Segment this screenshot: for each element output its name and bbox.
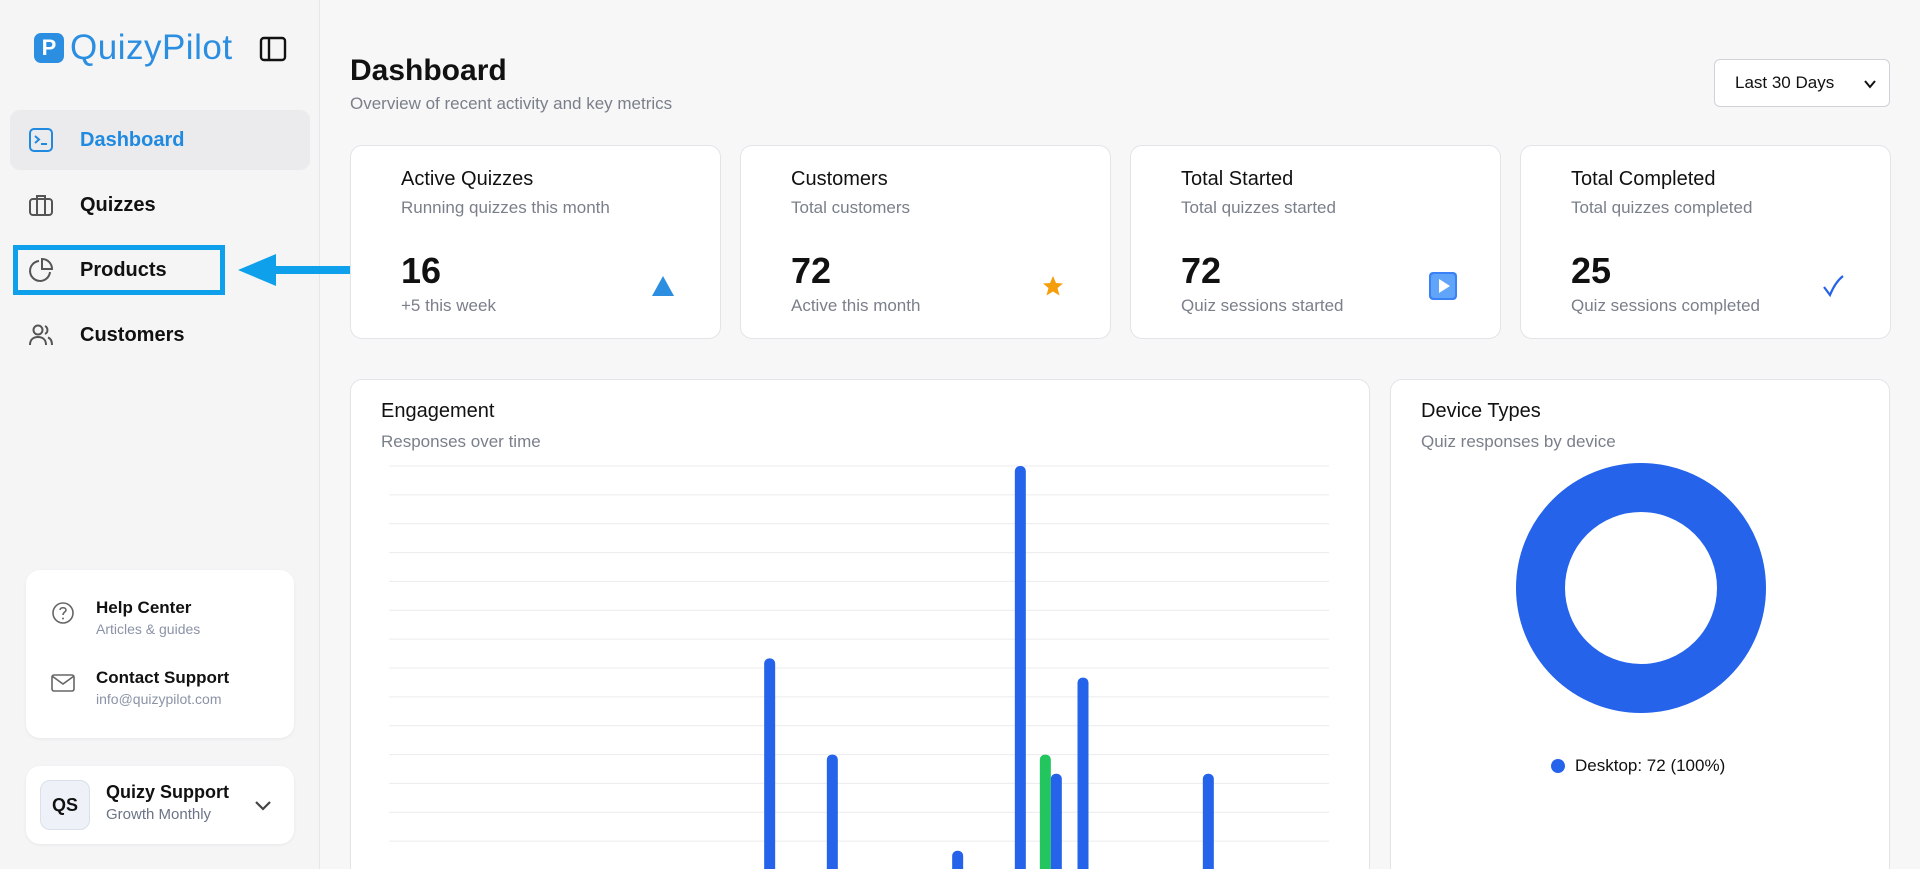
legend-label: Desktop: 72 (100%) <box>1575 756 1726 775</box>
sidebar: P QuizyPilot Dashboard Quizzes Products <box>0 0 320 869</box>
device-legend: Desktop: 72 (100%) <box>1551 756 1725 776</box>
bar[interactable] <box>952 850 964 869</box>
stat-value: 16 <box>401 250 442 291</box>
engagement-panel: Engagement Responses over time <box>350 379 1370 869</box>
contact-support-title: Contact Support <box>96 668 230 687</box>
checkmark-icon <box>1817 270 1849 302</box>
user-name: Quizy Support <box>106 782 229 802</box>
logo-mark: P <box>34 33 64 63</box>
stat-value: 72 <box>791 250 832 291</box>
stat-card-active-quizzes: Active Quizzes Running quizzes this mont… <box>350 145 721 339</box>
bar[interactable] <box>1202 773 1214 869</box>
sidebar-item-label: Quizzes <box>80 193 156 216</box>
chevron-down-icon <box>1863 76 1877 90</box>
sidebar-item-label: Products <box>80 258 167 281</box>
sidebar-toggle-icon[interactable] <box>258 34 288 64</box>
briefcase-icon <box>26 190 56 220</box>
engagement-title: Engagement <box>381 400 495 422</box>
bar[interactable] <box>1039 754 1051 869</box>
triangle-up-icon <box>647 270 679 302</box>
sidebar-item-quizzes[interactable]: Quizzes <box>10 175 310 235</box>
bar[interactable] <box>1077 677 1089 869</box>
mail-icon <box>50 670 78 698</box>
help-center-title: Help Center <box>96 598 192 617</box>
page-title: Dashboard <box>350 54 507 87</box>
engagement-chart <box>389 465 1329 869</box>
stat-card-customers: Customers Total customers 72 Active this… <box>740 145 1111 339</box>
stat-title: Active Quizzes <box>401 168 534 190</box>
engagement-subtitle: Responses over time <box>381 432 541 451</box>
stat-subtitle: Running quizzes this month <box>401 198 610 217</box>
device-donut-chart <box>1516 463 1766 713</box>
stat-title: Customers <box>791 168 888 190</box>
user-plan: Growth Monthly <box>106 806 212 823</box>
sidebar-item-label: Customers <box>80 323 185 346</box>
stat-note: +5 this week <box>401 296 496 315</box>
bar[interactable] <box>1050 773 1062 869</box>
stat-subtitle: Total customers <box>791 198 911 217</box>
stat-card-total-started: Total Started Total quizzes started 72 Q… <box>1130 145 1501 339</box>
page-subtitle: Overview of recent activity and key metr… <box>350 94 673 113</box>
sidebar-item-customers[interactable]: Customers <box>10 305 310 365</box>
sidebar-item-label: Dashboard <box>80 128 185 151</box>
bar[interactable] <box>1014 466 1026 869</box>
help-center-link[interactable]: Help Center Articles & guides <box>50 598 200 637</box>
bar[interactable] <box>764 658 776 869</box>
users-icon <box>26 320 56 350</box>
terminal-square-icon <box>26 125 56 155</box>
stat-title: Total Completed <box>1571 168 1716 190</box>
donut-slice-desktop[interactable] <box>1516 463 1766 713</box>
date-range-value: Last 30 Days <box>1735 73 1835 92</box>
chevron-down-icon <box>252 794 274 816</box>
avatar: QS <box>40 780 90 830</box>
date-range-select[interactable]: Last 30 Days <box>1714 59 1890 107</box>
sidebar-item-products[interactable]: Products <box>10 240 310 300</box>
help-card: Help Center Articles & guides Contact Su… <box>26 570 294 738</box>
user-menu[interactable]: QS Quizy Support Growth Monthly <box>26 766 294 844</box>
stat-card-total-completed: Total Completed Total quizzes completed … <box>1520 145 1891 339</box>
logo-text: QuizyPilot <box>70 28 233 67</box>
stat-title: Total Started <box>1181 168 1294 190</box>
bar[interactable] <box>826 754 838 869</box>
stat-note: Quiz sessions started <box>1181 296 1344 315</box>
legend-dot <box>1551 759 1565 773</box>
device-types-title: Device Types <box>1421 400 1541 422</box>
play-icon <box>1427 270 1459 302</box>
star-icon <box>1037 270 1069 302</box>
device-types-subtitle: Quiz responses by device <box>1421 432 1616 451</box>
logo[interactable]: P QuizyPilot <box>34 28 233 68</box>
pie-chart-icon <box>26 255 56 285</box>
device-types-panel: Device Types Quiz responses by device De… <box>1390 379 1890 869</box>
stat-note: Active this month <box>791 296 921 315</box>
help-circle-icon <box>50 600 78 628</box>
sidebar-item-dashboard[interactable]: Dashboard <box>10 110 310 170</box>
sidebar-nav: Dashboard Quizzes Products Customers <box>10 110 310 370</box>
stat-note: Quiz sessions completed <box>1571 296 1760 315</box>
stat-subtitle: Total quizzes started <box>1181 198 1336 217</box>
stat-subtitle: Total quizzes completed <box>1571 198 1753 217</box>
stat-value: 72 <box>1181 250 1222 291</box>
help-center-subtitle: Articles & guides <box>96 621 201 637</box>
stat-value: 25 <box>1571 250 1612 291</box>
contact-support-link[interactable]: Contact Support info@quizypilot.com <box>50 668 229 707</box>
contact-support-email: info@quizypilot.com <box>96 691 222 707</box>
